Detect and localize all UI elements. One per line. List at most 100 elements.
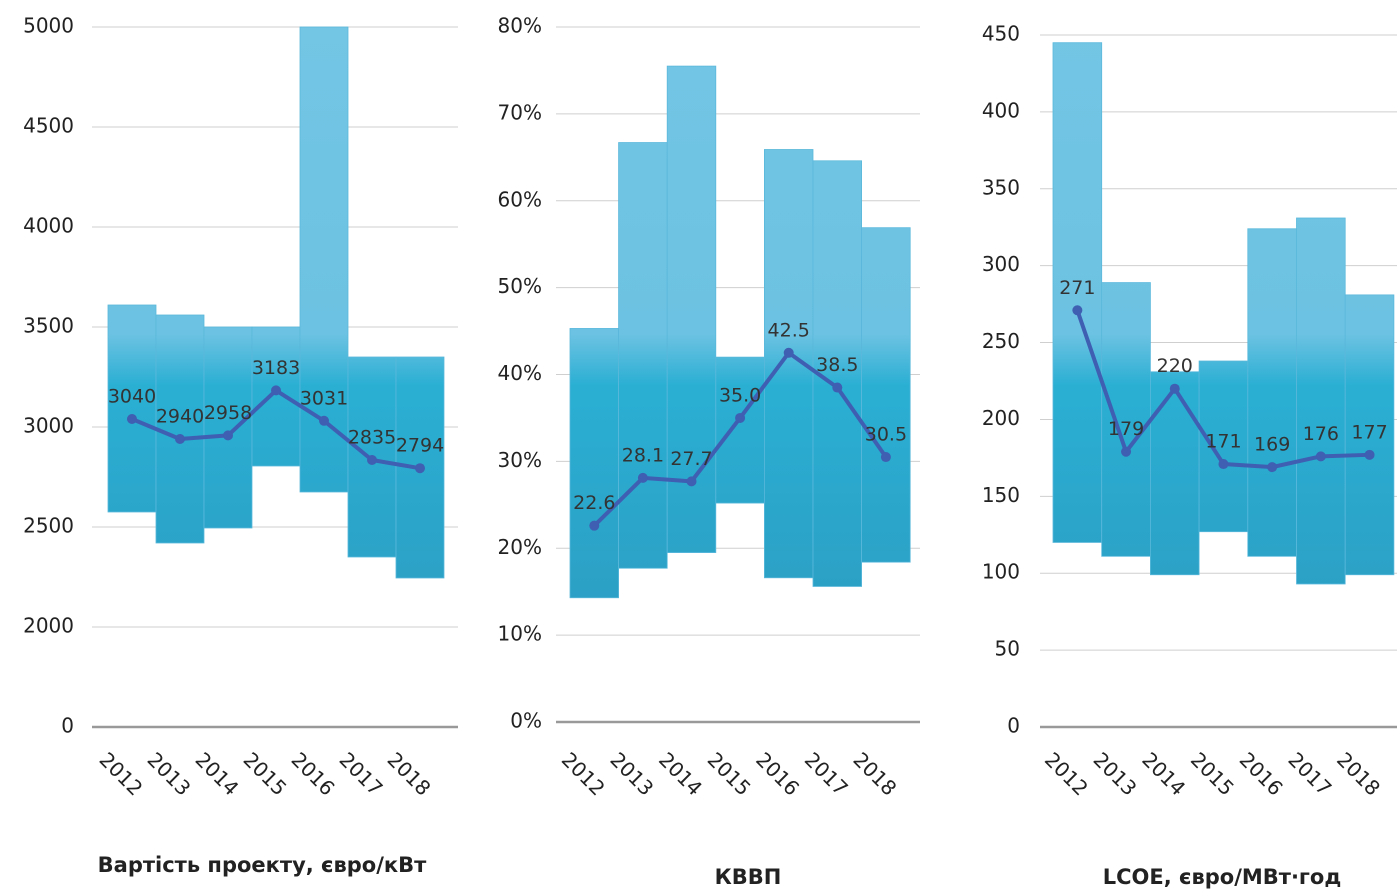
range-bar xyxy=(1247,228,1297,557)
x-tick-label: 2016 xyxy=(751,747,804,800)
x-tick-label: 2015 xyxy=(1186,747,1239,800)
point xyxy=(175,434,185,444)
range-bar xyxy=(618,142,668,569)
point xyxy=(1169,383,1180,394)
x-tick-label: 2015 xyxy=(703,747,756,800)
value-label: 2958 xyxy=(204,402,252,424)
chart-title: LCOE, євро/МВт·год xyxy=(1103,865,1342,889)
y-tick-label: 30% xyxy=(498,448,542,472)
x-tick-label: 2017 xyxy=(800,747,853,800)
point xyxy=(880,452,891,463)
point xyxy=(367,455,377,465)
x-tick-label: 2013 xyxy=(1089,747,1142,800)
y-tick-label: 50 xyxy=(995,637,1020,661)
point xyxy=(1364,449,1375,460)
range-bar xyxy=(861,227,911,563)
point xyxy=(223,430,233,441)
y-tick-label: 0 xyxy=(61,714,74,738)
y-tick-label: 2500 xyxy=(23,514,74,538)
y-tick-label: 400 xyxy=(982,98,1020,122)
point xyxy=(127,414,137,424)
point xyxy=(686,476,697,487)
x-tick-label: 2013 xyxy=(605,747,658,800)
y-tick-label: 4000 xyxy=(23,214,74,238)
point xyxy=(319,415,329,426)
range-bar xyxy=(569,328,619,599)
value-label: 28.1 xyxy=(622,444,664,466)
value-label: 171 xyxy=(1205,431,1241,453)
range-bar xyxy=(155,314,205,544)
value-label: 3031 xyxy=(300,387,348,409)
chart-title: Вартість проекту, євро/кВт xyxy=(98,853,428,877)
y-tick-label: 250 xyxy=(982,329,1020,353)
value-label: 176 xyxy=(1303,423,1339,445)
point xyxy=(1315,451,1326,462)
chart-title: КВВП xyxy=(715,865,782,889)
x-tick-label: 2014 xyxy=(191,747,244,800)
y-tick-label: 3000 xyxy=(23,414,74,438)
x-tick-label: 2018 xyxy=(848,747,901,800)
range-bar xyxy=(1150,371,1200,576)
y-tick-label: 60% xyxy=(498,187,542,211)
y-tick-label: 0 xyxy=(1007,714,1020,738)
y-tick-label: 5000 xyxy=(23,14,74,38)
point xyxy=(735,412,746,423)
y-tick-label: 0% xyxy=(510,709,542,733)
value-label: 3183 xyxy=(252,357,300,379)
y-tick-label: 40% xyxy=(498,361,542,385)
point xyxy=(832,382,843,393)
y-tick-label: 20% xyxy=(498,535,542,559)
x-tick-label: 2018 xyxy=(383,747,436,800)
value-label: 27.7 xyxy=(670,448,712,470)
value-label: 38.5 xyxy=(816,354,858,376)
value-label: 35.0 xyxy=(719,384,761,406)
value-label: 2794 xyxy=(396,435,444,457)
range-bar xyxy=(715,356,765,504)
point xyxy=(637,472,648,483)
x-tick-label: 2014 xyxy=(1137,747,1190,800)
value-label: 2940 xyxy=(156,406,204,428)
point xyxy=(1267,462,1278,473)
range-bar xyxy=(251,326,301,467)
range-bar xyxy=(299,26,349,493)
x-tick-label: 2016 xyxy=(287,747,340,800)
y-tick-label: 50% xyxy=(498,274,542,298)
x-tick-label: 2018 xyxy=(1332,747,1385,800)
x-tick-label: 2012 xyxy=(1040,747,1093,800)
y-tick-label: 10% xyxy=(498,622,542,646)
range-bar xyxy=(666,65,717,553)
range-bar xyxy=(107,304,157,513)
value-label: 271 xyxy=(1059,277,1095,299)
y-tick-label: 200 xyxy=(982,406,1020,430)
point xyxy=(271,385,281,396)
x-tick-label: 2014 xyxy=(654,747,707,800)
value-label: 42.5 xyxy=(768,319,810,341)
range-bar xyxy=(1344,294,1395,576)
y-tick-label: 80% xyxy=(498,14,542,38)
range-bar xyxy=(203,326,253,529)
y-tick-label: 100 xyxy=(982,560,1020,584)
value-label: 177 xyxy=(1351,421,1387,443)
x-tick-label: 2013 xyxy=(143,747,196,800)
x-tick-label: 2017 xyxy=(1283,747,1336,800)
point xyxy=(1218,459,1229,470)
x-tick-label: 2015 xyxy=(239,747,292,800)
y-tick-label: 150 xyxy=(982,483,1020,507)
value-label: 169 xyxy=(1254,434,1290,456)
x-tick-label: 2012 xyxy=(95,747,148,800)
y-tick-label: 70% xyxy=(498,100,542,124)
point xyxy=(589,520,600,531)
value-label: 3040 xyxy=(108,386,156,408)
value-label: 2835 xyxy=(348,427,396,449)
y-tick-label: 450 xyxy=(982,22,1020,46)
x-tick-label: 2016 xyxy=(1235,747,1288,800)
range-bar xyxy=(1198,360,1249,533)
point xyxy=(783,347,794,358)
value-label: 22.6 xyxy=(573,492,615,514)
range-bar xyxy=(1052,42,1103,543)
point xyxy=(1121,446,1132,457)
range-bar xyxy=(1101,282,1151,557)
y-tick-label: 350 xyxy=(982,175,1020,199)
y-tick-label: 2000 xyxy=(23,614,74,638)
